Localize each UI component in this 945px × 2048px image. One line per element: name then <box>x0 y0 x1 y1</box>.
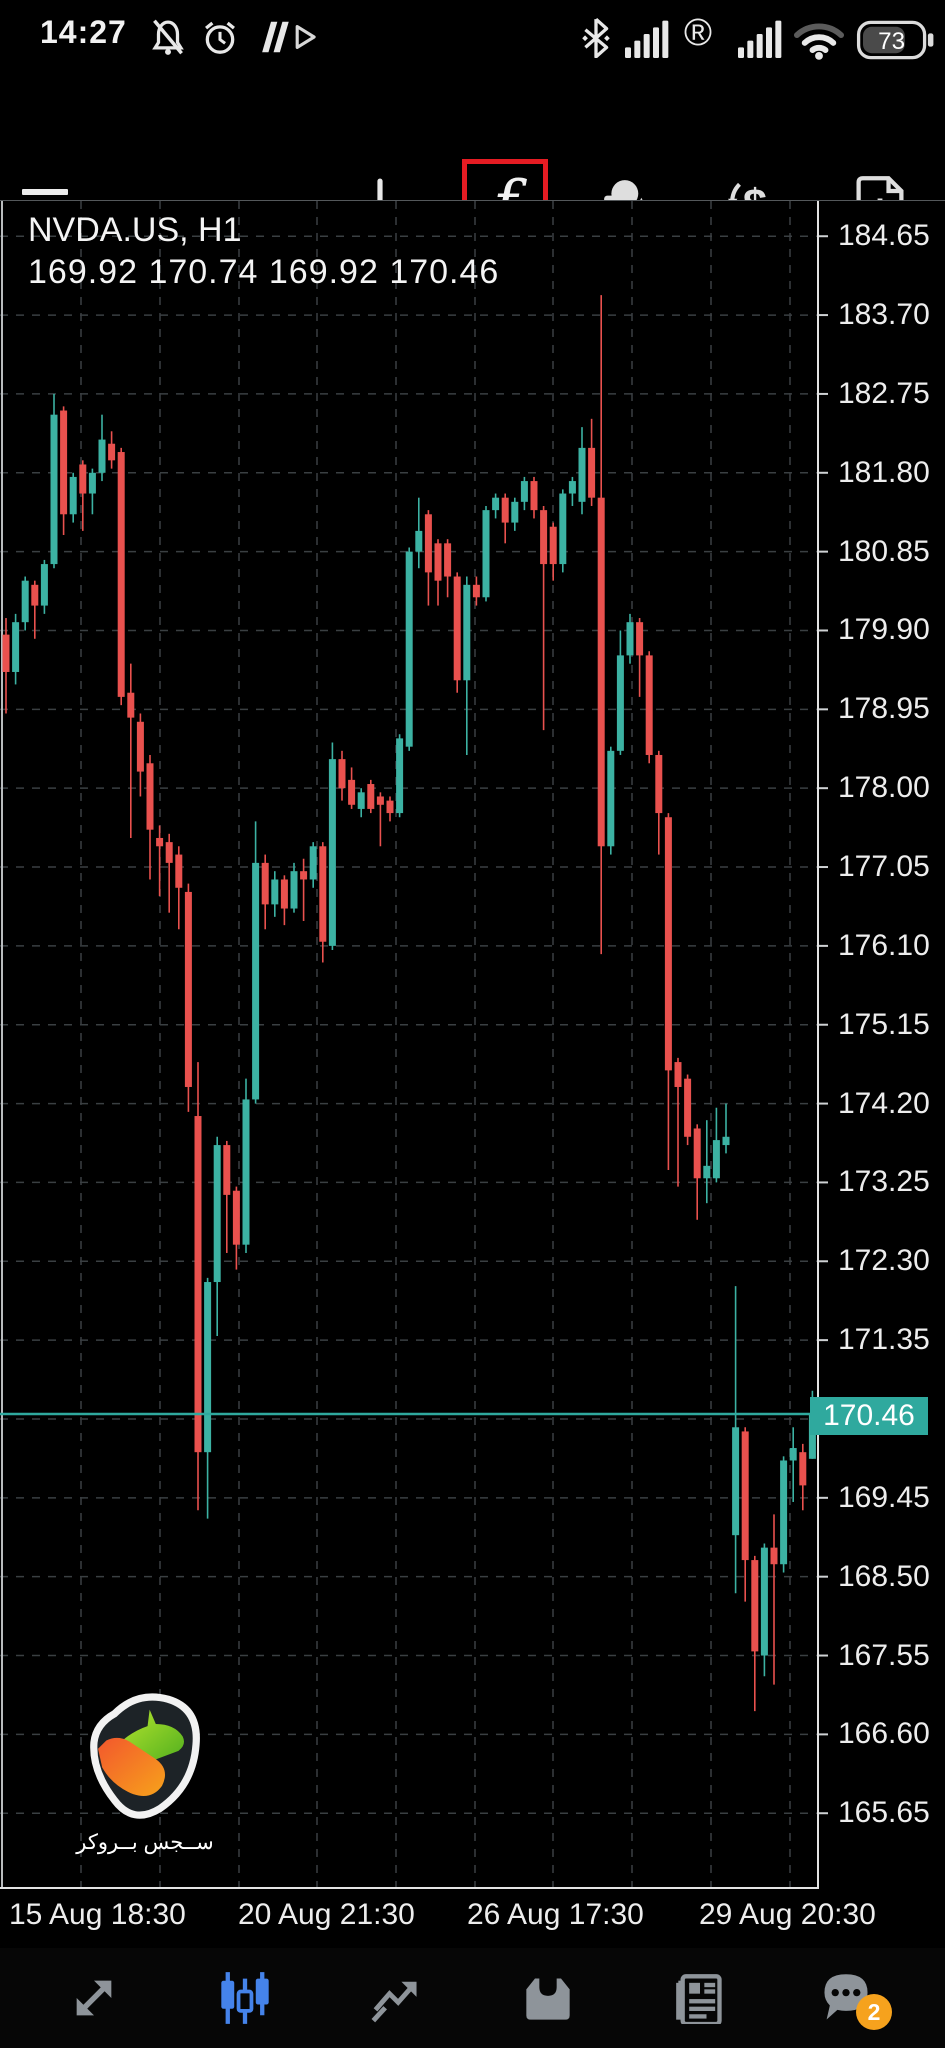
bluetooth-icon <box>582 18 610 58</box>
price-axis-label: 169.45 <box>838 1480 930 1514</box>
price-axis-label: 175.15 <box>838 1007 930 1041</box>
nav-news[interactable] <box>662 1960 738 2036</box>
nav-trade[interactable] <box>358 1960 434 2036</box>
registered-sim-icon: ® <box>684 12 712 54</box>
clock-time: 14:27 <box>40 14 127 50</box>
nav-quotes[interactable] <box>56 1960 132 2036</box>
price-axis-label: 172.30 <box>838 1244 930 1278</box>
price-axis-label: 183.70 <box>838 298 930 332</box>
price-axis-label: 173.25 <box>838 1165 930 1199</box>
battery-icon: 73 <box>856 20 934 60</box>
time-axis[interactable]: 15 Aug 18:30 20 Aug 21:30 26 Aug 17:30 29 A… <box>0 1898 945 1942</box>
status-bar: 14:27 ® <box>0 0 945 75</box>
chart-plot[interactable] <box>0 201 945 1889</box>
chart-toolbar: ƒ $ <box>0 75 945 255</box>
price-axis-label: 171.35 <box>838 1323 930 1357</box>
chart-symbol-label: NVDA.US, H1 <box>28 211 242 249</box>
price-axis-label: 168.50 <box>838 1559 930 1593</box>
time-axis-label: 15 Aug 18:30 <box>9 1898 186 1931</box>
price-axis-label: 177.05 <box>838 850 930 884</box>
price-axis-label: 165.65 <box>838 1796 930 1830</box>
trade-line-icon <box>371 1981 417 2023</box>
messages-badge: 2 <box>856 1994 892 2030</box>
price-axis-label: 178.00 <box>838 771 930 805</box>
price-axis-label: 166.60 <box>838 1717 930 1751</box>
mute-bell-icon <box>152 19 184 55</box>
candlestick-chart[interactable]: NVDA.US, H1 169.92 170.74 169.92 170.46 … <box>0 200 945 1889</box>
vpn-icon <box>262 21 289 53</box>
price-axis-label: 179.90 <box>838 613 930 647</box>
price-axis-label: 181.80 <box>838 455 930 489</box>
price-axis-label: 176.10 <box>838 928 930 962</box>
time-axis-label: 20 Aug 21:30 <box>238 1898 415 1931</box>
price-axis-label: 180.85 <box>838 534 930 568</box>
chart-ohlc-values: 169.92 170.74 169.92 170.46 <box>28 253 500 291</box>
bottom-navbar: 2 <box>0 1948 945 2048</box>
broker-logo-text: ســجس بــروكر <box>76 1831 214 1854</box>
signal-bars-icon <box>625 20 669 58</box>
news-icon <box>676 1974 722 2024</box>
play-icon <box>295 25 316 49</box>
price-axis-label: 167.55 <box>838 1638 930 1672</box>
time-axis-label: 26 Aug 17:30 <box>467 1898 644 1931</box>
nav-charts[interactable] <box>207 1960 283 2036</box>
price-axis-label: 184.65 <box>838 219 930 253</box>
battery-percent-text: 73 <box>878 28 905 55</box>
history-box-icon <box>526 1978 570 2020</box>
broker-logo: ســجس بــروكر <box>55 1691 235 1855</box>
candlestick-chart-icon <box>221 1972 269 2024</box>
alarm-clock-icon <box>205 21 235 54</box>
time-axis-label: 29 Aug 20:30 <box>699 1898 876 1931</box>
nav-history[interactable] <box>510 1960 586 2036</box>
price-axis-label: 178.95 <box>838 692 930 726</box>
current-price-tag: 170.46 <box>810 1397 928 1435</box>
broker-logo-icon <box>89 1693 200 1819</box>
price-axis-label: 182.75 <box>838 376 930 410</box>
wifi-icon <box>793 23 845 60</box>
signal-bars-icon <box>738 20 782 58</box>
price-axis-label: 174.20 <box>838 1086 930 1120</box>
quotes-arrows-icon <box>76 1980 112 2016</box>
